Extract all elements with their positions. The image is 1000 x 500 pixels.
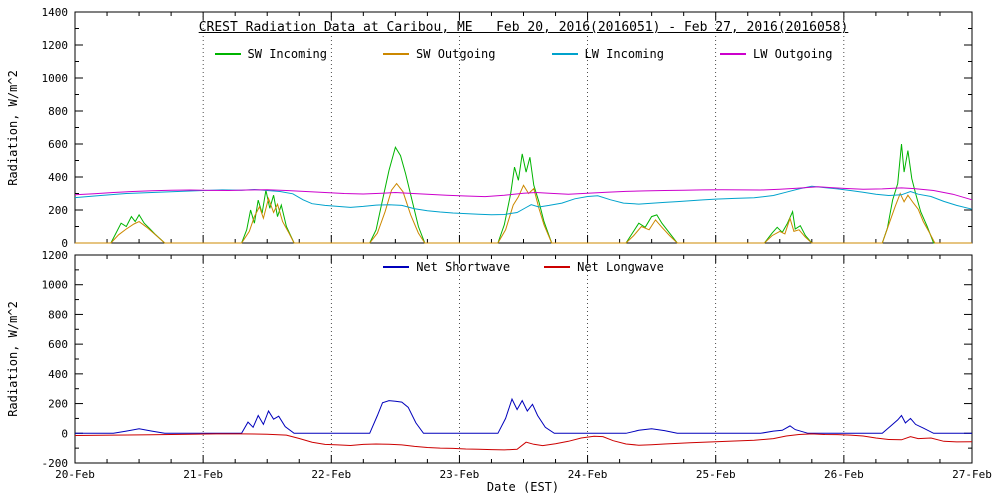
y-tick-label: 1200 xyxy=(42,39,69,52)
x-tick-label: 22-Feb xyxy=(311,468,351,481)
legend-label: SW Incoming xyxy=(247,47,328,61)
legend-entry-net-shortwave: Net Shortwave xyxy=(383,260,510,274)
series-net-shortwave xyxy=(75,397,972,434)
chart-title: CREST Radiation Data at Caribou, ME Feb … xyxy=(198,20,849,35)
legend-entry-net-longwave: Net Longwave xyxy=(544,260,664,274)
y-tick-label: 600 xyxy=(48,138,68,151)
y-axis-label-bottom: Radiation, W/m^2 xyxy=(6,301,20,417)
y-tick-label: 1000 xyxy=(42,279,69,292)
legend-top-panel: SW Incoming SW Outgoing LW Incoming LW Outg… xyxy=(75,47,972,61)
legend-bottom-panel: Net Shortwave Net Longwave xyxy=(75,260,972,274)
legend-label: LW Incoming xyxy=(584,47,664,61)
legend-swatch-sw-outgoing xyxy=(383,53,410,55)
legend-swatch-lw-outgoing xyxy=(719,53,746,55)
legend-swatch-sw-incoming xyxy=(214,53,241,55)
y-axis-label-top: Radiation, W/m^2 xyxy=(6,70,20,186)
series-lw-outgoing xyxy=(74,186,973,201)
legend-label: Net Longwave xyxy=(577,260,664,274)
x-tick-label: 25-Feb xyxy=(696,468,736,481)
series-sw-outgoing xyxy=(75,182,972,244)
y-tick-label: 1200 xyxy=(42,249,69,262)
x-tick-label: 20-Feb xyxy=(55,468,95,481)
legend-label: Net Shortwave xyxy=(416,260,511,274)
legend-swatch-lw-incoming xyxy=(551,53,578,55)
legend-entry-sw-outgoing: SW Outgoing xyxy=(383,47,496,61)
y-tick-label: 0 xyxy=(61,237,68,250)
x-tick-label: 23-Feb xyxy=(440,468,480,481)
y-tick-label: 1000 xyxy=(42,72,69,85)
y-tick-label: -200 xyxy=(42,457,69,470)
legend-swatch-net-longwave xyxy=(544,266,571,268)
y-tick-label: 400 xyxy=(48,368,68,381)
series-net-longwave xyxy=(74,433,973,451)
legend-entry-lw-incoming: LW Incoming xyxy=(551,47,664,61)
x-tick-label: 26-Feb xyxy=(824,468,864,481)
series-lw-incoming xyxy=(74,185,973,216)
legend-entry-lw-outgoing: LW Outgoing xyxy=(719,47,833,61)
y-tick-label: 800 xyxy=(48,105,68,118)
x-tick-label: 21-Feb xyxy=(183,468,223,481)
y-tick-label: 200 xyxy=(48,398,68,411)
x-axis-label: Date (EST) xyxy=(487,480,559,494)
y-tick-label: 600 xyxy=(48,338,68,351)
panel-frame xyxy=(74,254,973,464)
y-tick-label: 200 xyxy=(48,204,68,217)
legend-label: SW Outgoing xyxy=(416,47,496,61)
y-tick-label: 0 xyxy=(61,427,68,440)
x-tick-label: 27-Feb xyxy=(952,468,992,481)
y-tick-label: 800 xyxy=(48,308,68,321)
legend-swatch-net-shortwave xyxy=(383,266,410,268)
legend-entry-sw-incoming: SW Incoming xyxy=(214,47,328,61)
legend-label: LW Outgoing xyxy=(752,47,833,61)
y-tick-label: 1400 xyxy=(42,6,69,19)
x-tick-label: 24-Feb xyxy=(568,468,608,481)
y-tick-label: 400 xyxy=(48,171,68,184)
